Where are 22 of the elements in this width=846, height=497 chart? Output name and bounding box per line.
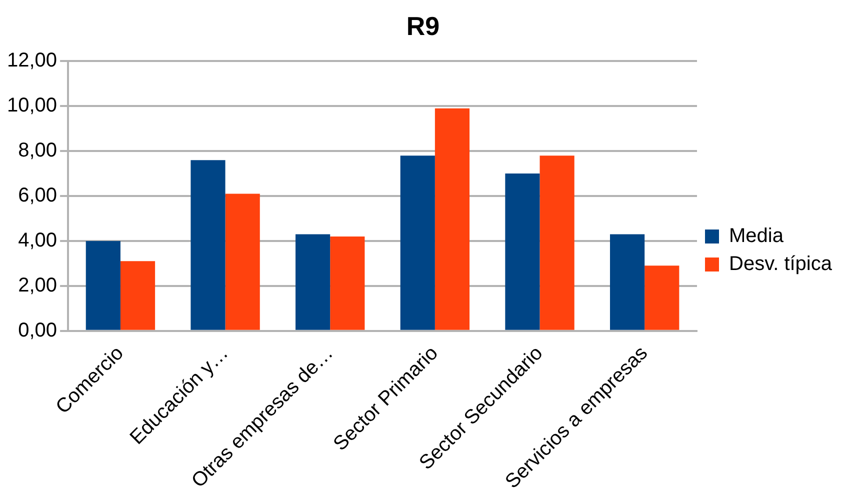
bar	[330, 236, 365, 330]
bar	[400, 156, 435, 330]
legend-label: Desv. típica	[729, 253, 833, 276]
y-tick-label: 12,00	[6, 50, 58, 72]
bar	[610, 234, 645, 330]
y-tick-label: 2,00	[18, 274, 58, 296]
bar	[505, 174, 540, 330]
bar	[540, 156, 574, 330]
bar	[86, 240, 120, 330]
y-tick-label: 10,00	[6, 94, 58, 117]
bar	[644, 266, 680, 330]
y-tick-label: 0,00	[18, 319, 58, 342]
bar	[190, 160, 226, 330]
bar	[434, 108, 470, 330]
bar	[225, 194, 260, 330]
y-tick-label: 4,00	[18, 229, 58, 252]
bar	[120, 261, 156, 330]
y-tick-label: 8,00	[18, 140, 58, 162]
bar	[296, 234, 330, 330]
y-tick-label: 6,00	[18, 184, 58, 207]
legend-label: Media	[729, 225, 784, 248]
chart-title: R9	[406, 10, 440, 41]
